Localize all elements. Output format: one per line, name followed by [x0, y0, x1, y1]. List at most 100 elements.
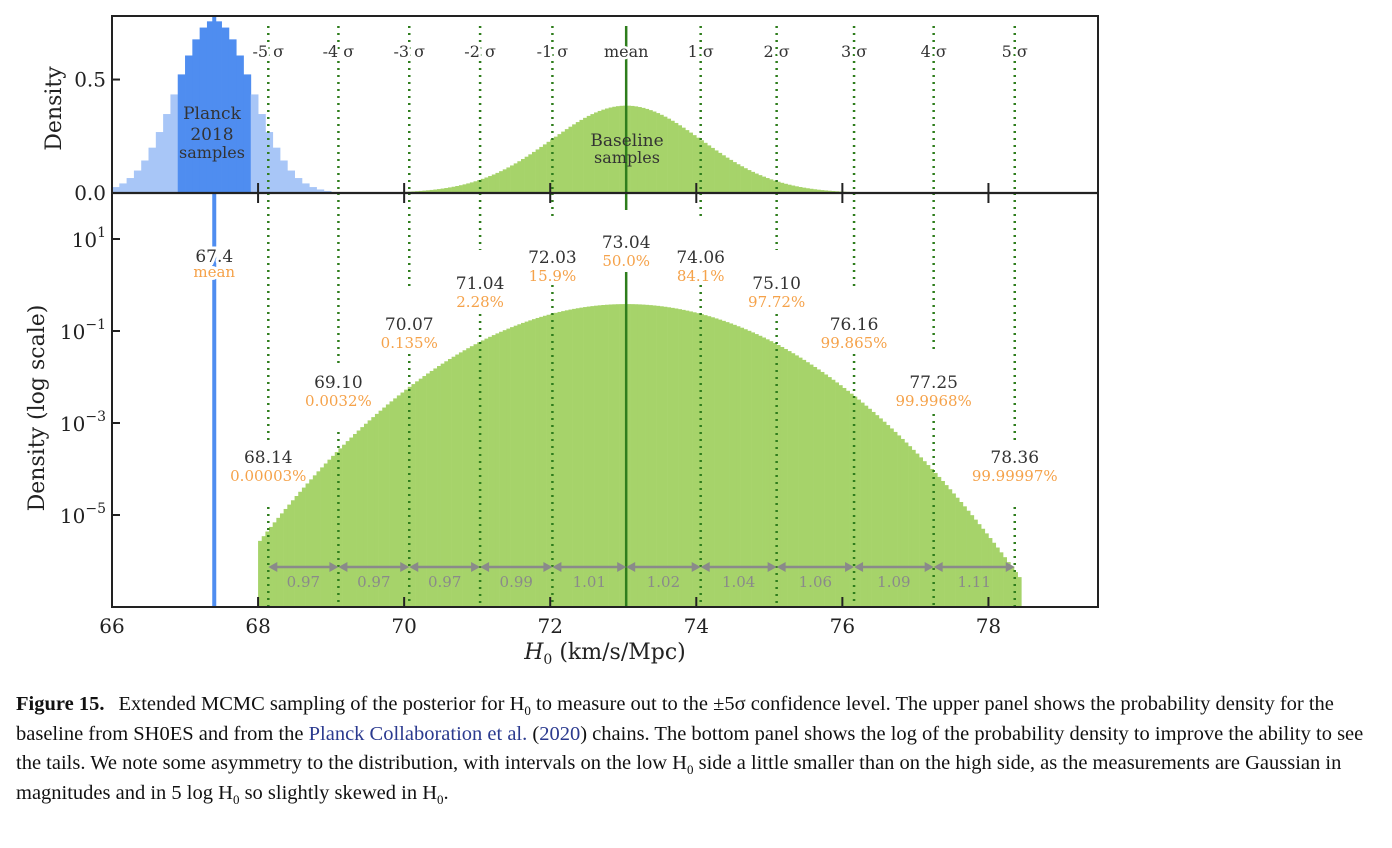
- caption-label: Figure 15.: [16, 693, 105, 715]
- baseline-bar: [659, 114, 664, 193]
- baseline-log-bar: [612, 304, 617, 607]
- baseline-bar: [458, 185, 463, 193]
- baseline-log-bar: [813, 366, 818, 607]
- baseline-log-bar: [469, 346, 474, 607]
- baseline-log-bar: [440, 363, 445, 607]
- baseline-log-bar: [816, 369, 821, 607]
- baseline-log-bar: [937, 476, 942, 607]
- baseline-log-bar: [1003, 557, 1008, 607]
- planck-bar: [148, 147, 157, 193]
- planck-annotation-line3: samples: [179, 143, 245, 162]
- baseline-log-bar: [583, 307, 588, 607]
- baseline-bar: [747, 170, 752, 193]
- baseline-log-bar: [926, 465, 931, 607]
- baseline-bar: [769, 179, 774, 193]
- baseline-log-bar: [546, 314, 551, 607]
- baseline-log-bar: [535, 317, 540, 607]
- sigma-percentile-label: 2.28%: [456, 293, 504, 311]
- sigma-value-label: 75.10: [752, 274, 801, 294]
- baseline-log-bar: [477, 342, 482, 607]
- chart-labels: 0.97 0.97 0.97 0.99 1.01 1.02 1.04 1.06 1.09 1.11…: [25, 40, 1060, 669]
- baseline-log-bar: [904, 442, 909, 607]
- interval-label: 0.99: [500, 573, 533, 591]
- baseline-log-bar: [992, 542, 997, 607]
- baseline-bar: [824, 190, 829, 193]
- y-tick-label-lower: 101: [72, 225, 106, 252]
- baseline-log-bar: [725, 322, 730, 607]
- baseline-bar: [674, 122, 679, 193]
- baseline-log-bar: [451, 356, 456, 607]
- baseline-log-bar: [988, 538, 993, 607]
- baseline-log-bar: [656, 305, 661, 607]
- baseline-log-bar: [962, 506, 967, 607]
- baseline-log-bar: [663, 306, 668, 607]
- baseline-bar: [772, 180, 777, 193]
- baseline-log-bar: [915, 453, 920, 607]
- baseline-log-bar: [955, 497, 960, 607]
- baseline-bar: [426, 190, 431, 193]
- baseline-log-bar: [703, 315, 708, 607]
- baseline-log-bar: [842, 387, 847, 607]
- baseline-bar: [663, 116, 668, 193]
- baseline-bar: [484, 177, 489, 193]
- caption-ref-year-link[interactable]: 2020: [539, 722, 581, 745]
- baseline-bar: [787, 184, 792, 193]
- sigma-percentile-label: 97.72%: [748, 293, 805, 311]
- baseline-log-bar: [462, 350, 467, 607]
- baseline-log-bar: [1014, 572, 1018, 607]
- baseline-bar: [703, 142, 708, 193]
- y-tick-label-lower: 10−1: [60, 317, 106, 344]
- interval-label: 1.06: [799, 573, 832, 591]
- baseline-bar: [590, 114, 595, 193]
- baseline-bar: [605, 108, 609, 193]
- baseline-log-bar: [601, 305, 606, 607]
- y-axis-label-lower: Density (log scale): [25, 305, 50, 512]
- baseline-bar: [429, 189, 434, 193]
- baseline-log-bar: [930, 468, 934, 607]
- sigma-percentile-label: 0.135%: [381, 334, 438, 352]
- baseline-bar: [813, 189, 818, 193]
- interval-arrow-head-right: [691, 562, 701, 572]
- planck-annotation-line2: 2018: [190, 125, 233, 145]
- x-tick-label: 68: [245, 614, 270, 638]
- interval-arrow-head-right: [767, 562, 777, 572]
- caption-ref-link[interactable]: Planck Collaboration et al.: [308, 722, 528, 745]
- baseline-log-bar: [667, 307, 672, 607]
- interval-label: 1.02: [647, 573, 680, 591]
- planck-bar: [185, 55, 193, 193]
- baseline-log-bar: [309, 479, 314, 607]
- caption-text-5: so slightly skewed in H: [239, 781, 438, 804]
- baseline-log-bar: [353, 434, 357, 607]
- baseline-log-bar: [835, 382, 840, 607]
- baseline-log-bar: [290, 500, 295, 607]
- baseline-bar: [619, 105, 624, 193]
- baseline-log-bar: [506, 328, 511, 607]
- baseline-log-bar: [411, 384, 416, 607]
- sigma-value-label: 74.06: [676, 248, 725, 268]
- baseline-bar: [645, 108, 650, 193]
- baseline-log-bar: [287, 504, 292, 607]
- baseline-bar: [531, 151, 536, 193]
- plot-frame: [111, 15, 1099, 608]
- baseline-log-bar: [966, 510, 971, 607]
- y-tick-label-lower: 10−5: [60, 501, 106, 528]
- baseline-bar: [575, 122, 580, 193]
- x-tick-label: 72: [537, 614, 562, 638]
- sigma-label: mean: [604, 42, 648, 61]
- baseline-log-bar: [265, 531, 270, 607]
- baseline-bar: [539, 146, 544, 193]
- baseline-log-bar: [426, 373, 431, 607]
- baseline-log-bar: [838, 385, 843, 607]
- baseline-log-bar: [893, 431, 898, 607]
- baseline-log-bar: [378, 410, 383, 607]
- baseline-log-bar: [586, 306, 591, 607]
- baseline-log-bar: [856, 399, 861, 607]
- baseline-bar: [615, 106, 620, 193]
- baseline-log-bar: [948, 489, 953, 607]
- sigma-label: 3 σ: [841, 42, 867, 61]
- baseline-bar: [612, 106, 617, 193]
- baseline-log-bar: [396, 395, 401, 607]
- baseline-log-bar: [382, 407, 387, 607]
- baseline-log-bar: [1017, 577, 1022, 607]
- planck-bar: [126, 178, 135, 193]
